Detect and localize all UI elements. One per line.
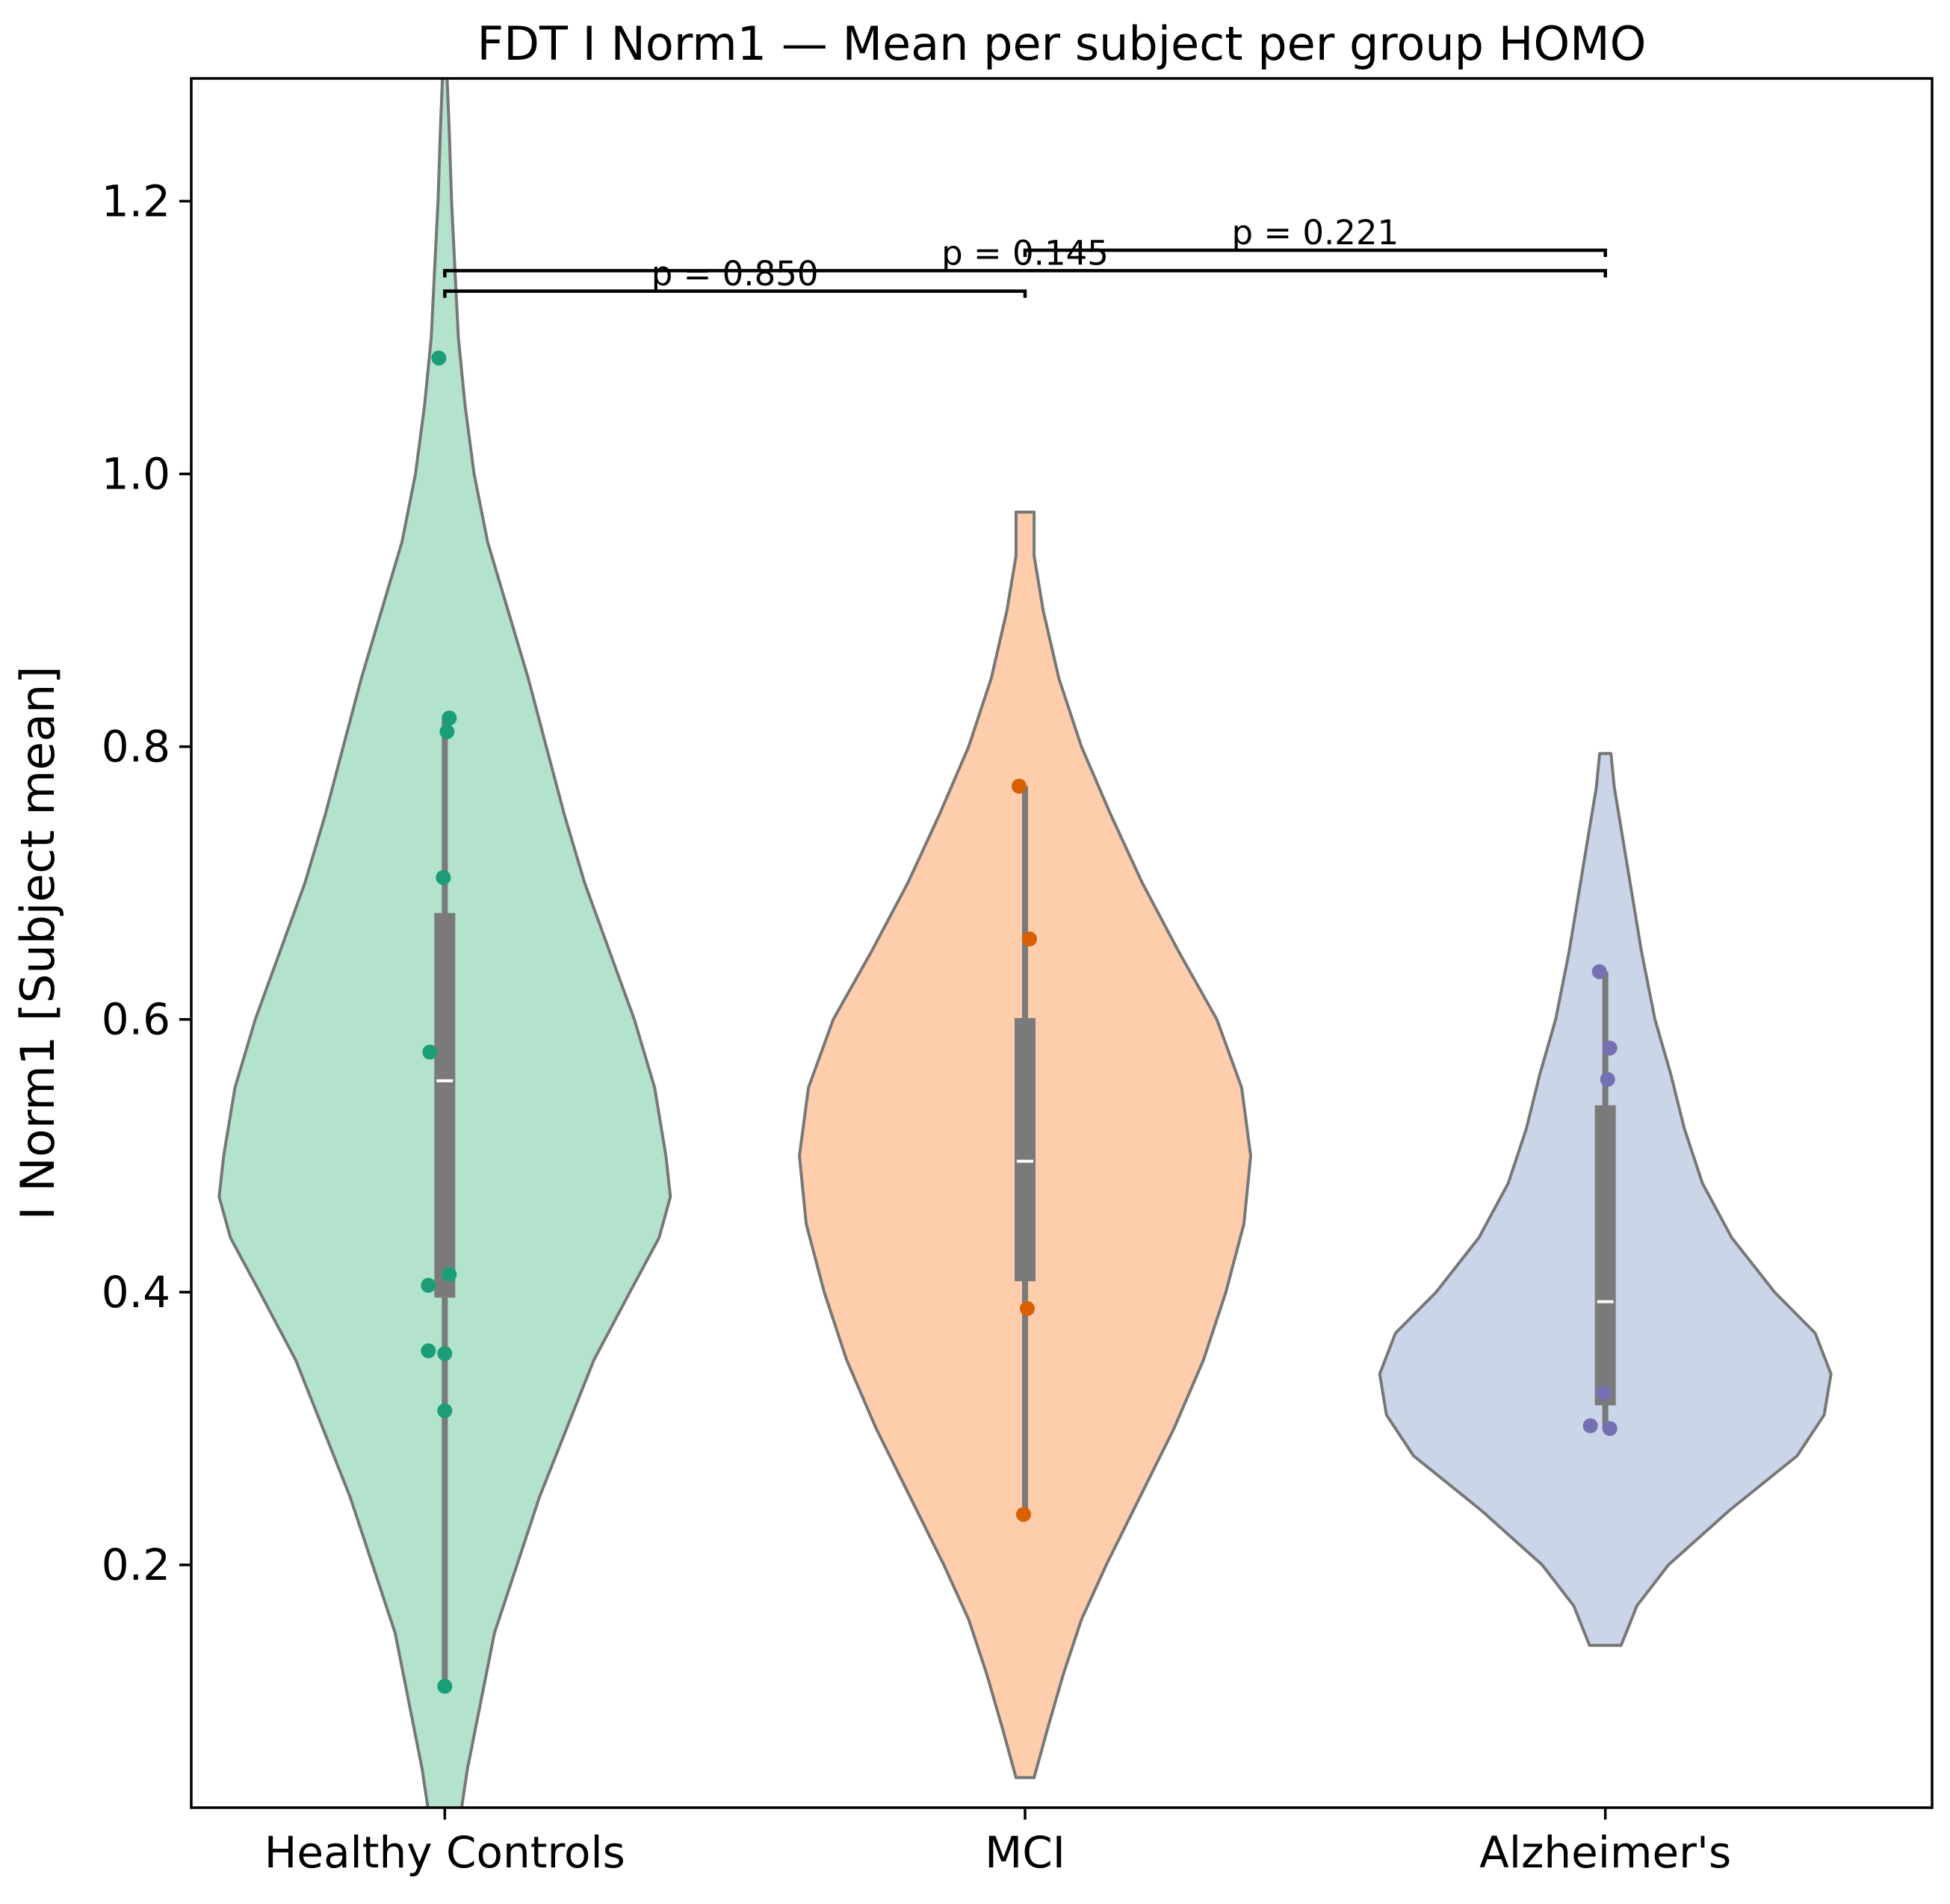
y-tick-label-5: 1.2 (102, 176, 170, 226)
point-1-2 (1020, 1300, 1035, 1316)
chart-title: FDT I Norm1 — Mean per subject per group… (477, 16, 1647, 71)
x-tick-label-1: MCI (985, 1827, 1065, 1878)
box-1 (1015, 1017, 1036, 1282)
point-2-5 (1602, 1421, 1618, 1436)
point-2-1 (1602, 1041, 1618, 1056)
point-2-0 (1591, 964, 1607, 979)
point-0-7 (421, 1343, 436, 1359)
plot-frame (190, 77, 1934, 1809)
points-layer (421, 350, 1618, 1694)
point-0-10 (437, 1678, 453, 1694)
point-0-2 (439, 724, 455, 739)
point-0-1 (442, 710, 457, 726)
annotation-bracket-1 (443, 269, 1607, 278)
point-1-0 (1012, 778, 1027, 794)
annotation-text-0: p = 0.850 (651, 254, 819, 294)
point-0-8 (437, 1346, 453, 1362)
y-tick-label-1: 0.4 (102, 1267, 170, 1318)
point-0-3 (436, 869, 451, 885)
y-tick-label-2: 0.6 (102, 994, 170, 1045)
point-0-6 (421, 1277, 436, 1293)
x-tick-label-0: Healthy Controls (264, 1827, 625, 1878)
point-0-9 (437, 1403, 453, 1418)
point-0-0 (431, 350, 447, 366)
y-tick-label-0: 0.2 (102, 1539, 170, 1590)
point-0-5 (442, 1267, 457, 1283)
x-axis: Healthy Controls MCI Alzheimer's (264, 1808, 1731, 1878)
y-axis: 0.2 0.4 0.6 0.8 1.0 1.2 (102, 176, 191, 1590)
box-2 (1594, 1105, 1616, 1406)
point-1-1 (1022, 931, 1037, 947)
point-2-3 (1596, 1385, 1612, 1401)
point-2-2 (1600, 1072, 1615, 1088)
box-0 (434, 913, 456, 1298)
y-axis-label: I Norm1 [Subject mean] (10, 666, 65, 1221)
annotation-text-2: p = 0.221 (1231, 213, 1399, 252)
point-2-4 (1582, 1418, 1598, 1433)
y-tick-label-3: 0.8 (102, 722, 170, 772)
x-tick-label-2: Alzheimer's (1479, 1827, 1731, 1878)
annotation-bracket-0 (443, 289, 1027, 298)
point-0-4 (422, 1044, 438, 1060)
annotation-bracket-2 (1023, 248, 1607, 258)
point-1-3 (1016, 1507, 1031, 1522)
y-tick-label-4: 1.0 (102, 448, 170, 499)
